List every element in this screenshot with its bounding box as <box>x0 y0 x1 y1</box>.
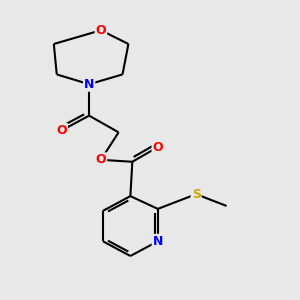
Text: N: N <box>153 235 163 248</box>
Text: O: O <box>56 124 67 137</box>
Text: O: O <box>152 141 163 154</box>
Text: O: O <box>96 24 106 37</box>
Text: N: N <box>84 78 94 91</box>
Text: O: O <box>96 153 106 166</box>
Text: S: S <box>192 188 201 201</box>
